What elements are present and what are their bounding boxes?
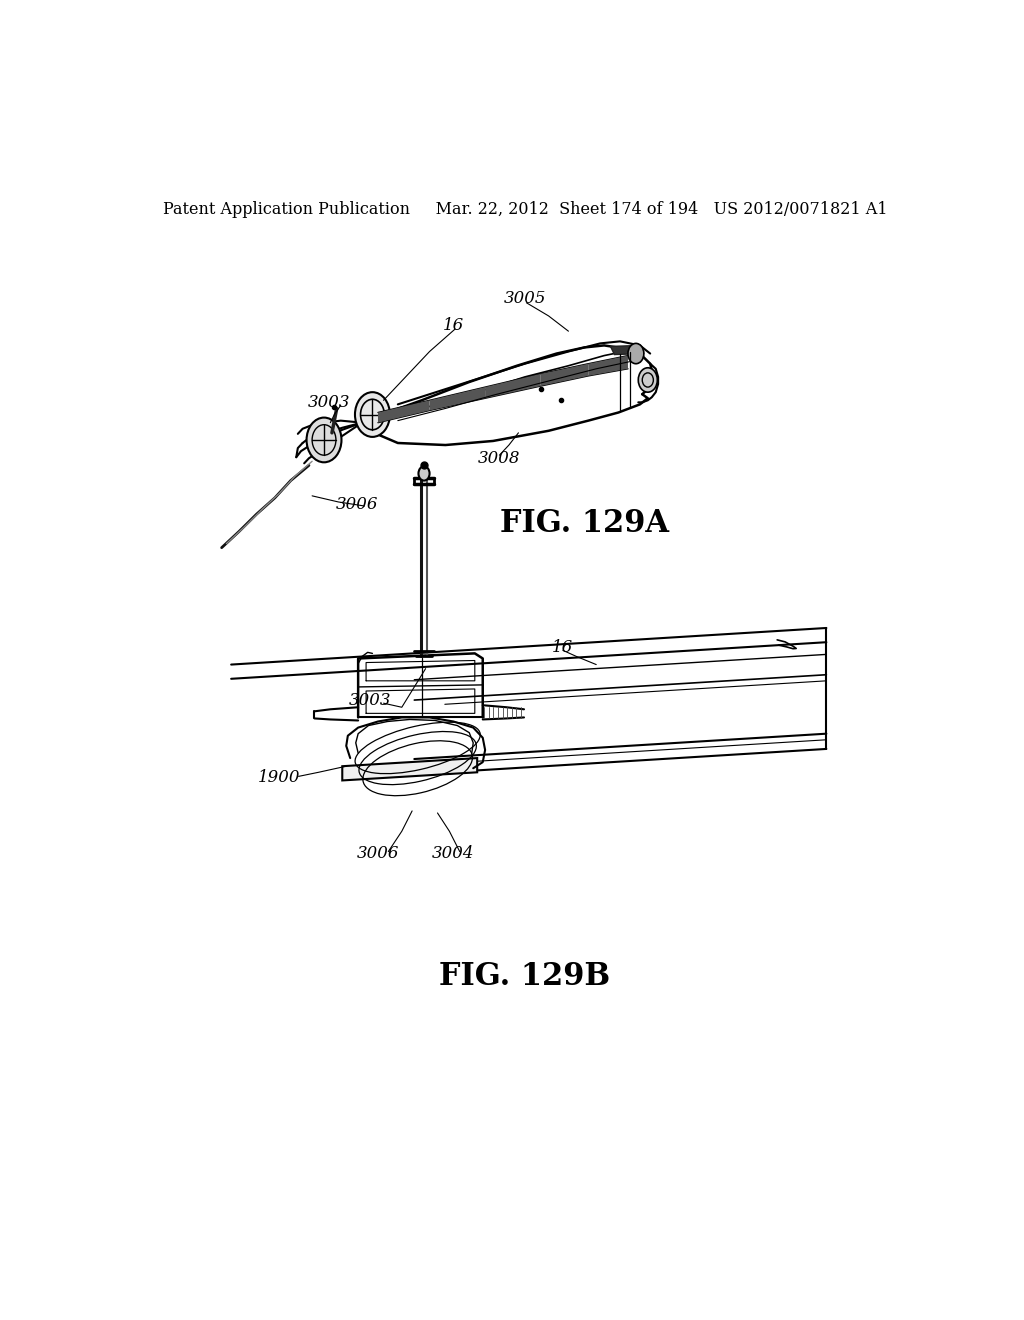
Text: 16: 16 [442,317,464,334]
Text: 16: 16 [552,639,573,656]
Polygon shape [541,364,588,385]
Text: 1900: 1900 [257,768,300,785]
Text: 3006: 3006 [356,845,399,862]
Text: 3004: 3004 [432,845,475,862]
Polygon shape [378,400,430,422]
Text: 3006: 3006 [336,496,379,513]
Polygon shape [610,346,644,355]
Text: 3008: 3008 [478,450,520,467]
Text: 3003: 3003 [307,393,350,411]
Polygon shape [430,387,485,411]
Text: FIG. 129A: FIG. 129A [500,508,669,539]
Text: 3005: 3005 [504,290,546,308]
Text: 3003: 3003 [349,692,391,709]
Circle shape [419,466,430,480]
Circle shape [628,343,644,364]
Text: FIG. 129B: FIG. 129B [439,961,610,993]
Circle shape [638,368,657,392]
Polygon shape [588,355,628,376]
Polygon shape [342,758,477,780]
Circle shape [355,392,390,437]
Polygon shape [485,374,541,399]
Circle shape [306,417,341,462]
Text: Patent Application Publication     Mar. 22, 2012  Sheet 174 of 194   US 2012/007: Patent Application Publication Mar. 22, … [163,201,887,218]
